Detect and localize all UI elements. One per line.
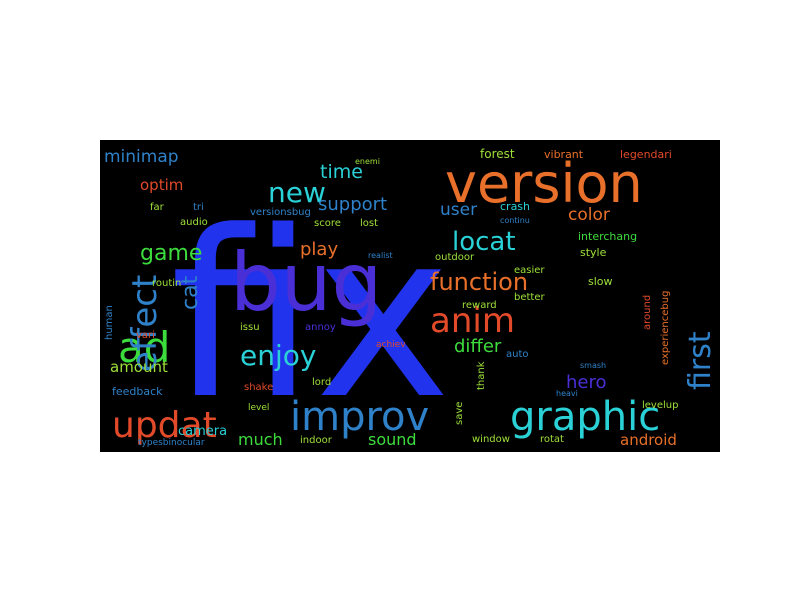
word-function: function [430,268,528,296]
word-continu: continu [500,216,530,225]
word-cloud: fix version bug improv graphic updat ad anim eff… [100,140,720,452]
word-forest: forest [480,147,515,161]
word-crash: crash [500,200,530,213]
word-vari: vari [136,330,155,341]
word-level: level [248,403,269,413]
word-cat: cat [178,275,203,310]
word-android: android [620,431,677,449]
word-realist: realist [368,251,393,260]
word-amount: amount [110,358,168,376]
word-issu: issu [240,322,260,333]
word-locat: locat [452,227,516,257]
word-effect: effect [125,275,165,372]
word-heavi: heavi [556,389,578,398]
word-routin: routin [152,278,181,289]
word-save: save [454,402,465,425]
word-optim: optim [140,176,183,194]
word-game: game [140,241,202,266]
word-user: user [440,200,477,220]
word-window: window [472,434,510,445]
word-reward: reward [462,300,497,311]
word-color: color [568,205,610,225]
word-enemi: enemi [355,157,380,166]
word-anim: anim [430,301,515,341]
word-auto: auto [506,349,529,360]
word-graphic: graphic [510,394,660,440]
word-legendari: legendari [620,148,672,161]
word-human: human [104,305,115,340]
word-levelup: levelup [642,400,678,411]
word-outdoor: outdoor [435,252,475,263]
word-minimap: minimap [104,147,179,167]
word-rotat: rotat [540,434,564,445]
word-ad: ad [118,323,170,372]
word-better: better [514,292,545,303]
word-new: new [268,176,326,209]
word-much: much [238,430,283,449]
word-indoor: indoor [300,435,333,446]
word-thank: thank [476,361,487,390]
word-enjoy: enjoy [240,339,316,372]
word-slow: slow [588,275,613,288]
word-score: score [314,218,341,229]
word-feedback: feedback [112,385,163,398]
word-achiev: achiev [376,340,406,350]
word-typesbinocular: typesbinocular [138,438,205,448]
word-style: style [580,246,607,259]
word-smash: smash [580,361,606,370]
word-first: first [683,331,718,390]
word-bug: bug [230,236,382,329]
word-hero: hero [566,372,607,393]
word-lord: lord [312,377,331,388]
word-versionsbug: versionsbug [250,207,311,218]
word-play: play [300,239,338,260]
word-differ: differ [454,336,502,357]
word-far: far [150,202,165,213]
word-sound: sound [368,430,417,449]
word-around: around [642,295,653,330]
word-experiencebug: experiencebug [660,291,671,365]
word-camera: camera [178,424,227,439]
word-improv: improv [290,394,429,440]
word-audio: audio [180,217,208,228]
word-time: time [320,161,363,183]
word-annoy: annoy [305,322,336,333]
word-easier: easier [514,265,545,276]
word-interchang: interchang [578,230,637,243]
word-tri: tri [193,202,204,213]
word-support: support [318,194,387,215]
word-updat: updat [112,405,217,446]
word-version: version [445,152,643,215]
word-fix: fix [170,183,451,450]
word-shake: shake [244,382,273,393]
word-lost: lost [360,218,378,229]
word-vibrant: vibrant [544,148,584,161]
